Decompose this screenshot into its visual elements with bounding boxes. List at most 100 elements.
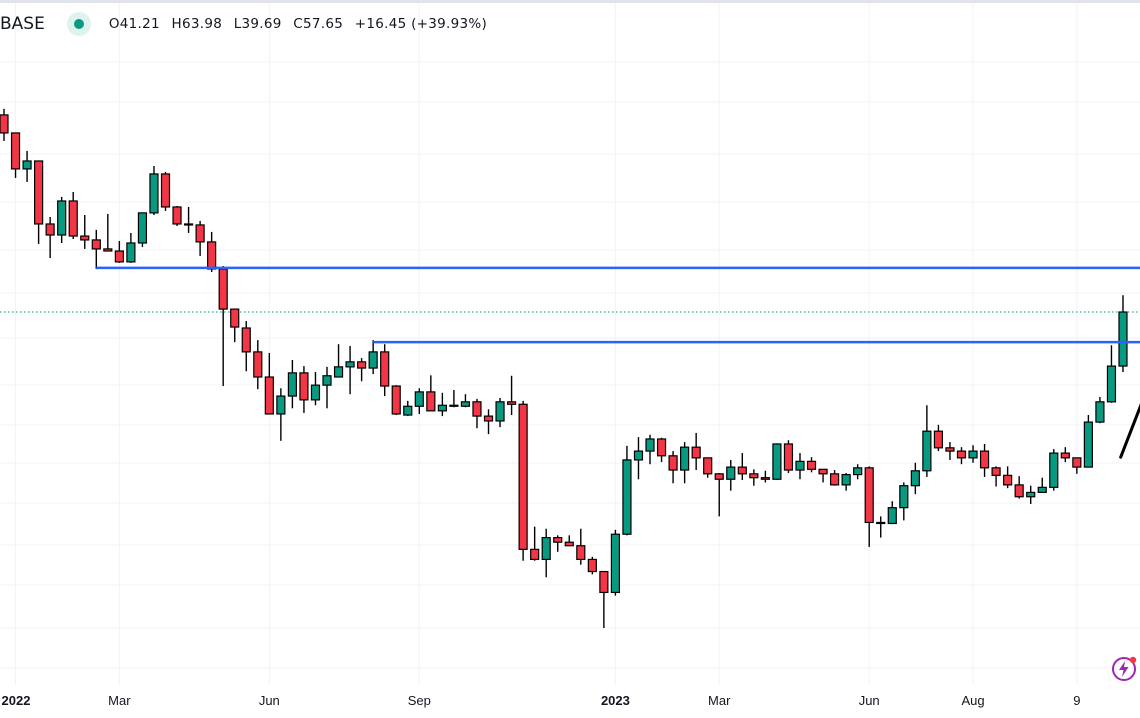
candle-down	[172, 206, 182, 225]
candle-down	[760, 477, 770, 480]
candle-down	[103, 248, 113, 252]
candle-down	[10, 132, 21, 170]
candle-up	[1049, 452, 1059, 488]
candle-down	[599, 570, 609, 594]
candle-down	[703, 457, 713, 475]
candle-down	[991, 467, 1001, 476]
candle-up	[368, 351, 378, 369]
candle-down	[241, 327, 251, 353]
candle-up	[495, 401, 505, 422]
candle-down	[553, 536, 563, 543]
symbol-legend: BASE O41.21 H63.98 L39.69 C57.65 +16.45 …	[0, 12, 494, 36]
candle-up	[310, 384, 321, 401]
candle-up	[1026, 491, 1036, 498]
candle-up	[1037, 486, 1047, 494]
candle-up	[968, 450, 978, 459]
symbol-name[interactable]: BASE	[0, 14, 45, 34]
candle-down	[564, 541, 574, 547]
top-border	[0, 0, 1140, 3]
candle-up	[899, 485, 909, 509]
candle-down	[506, 401, 517, 405]
candle-down	[668, 455, 678, 471]
candle-up	[622, 459, 632, 535]
lightning-bolt-icon[interactable]	[1110, 655, 1138, 683]
candle-down	[160, 173, 171, 208]
candle-up	[276, 395, 286, 415]
candle-up	[414, 391, 424, 407]
candle-down	[1072, 457, 1082, 468]
candle-down	[979, 450, 990, 469]
candle-down	[576, 545, 586, 561]
candle-down	[806, 460, 817, 470]
candle-up	[1083, 421, 1093, 468]
candle-down	[737, 466, 747, 475]
candle-down	[264, 376, 274, 415]
candle-down	[34, 160, 44, 225]
candle-up	[910, 470, 920, 487]
candle-down	[391, 385, 401, 415]
time-axis-label: Jun	[858, 693, 880, 708]
candle-up	[437, 404, 447, 412]
market-status-icon[interactable]	[66, 12, 91, 36]
candle-down	[530, 548, 540, 561]
candle-up	[333, 366, 344, 378]
candle-up	[287, 372, 297, 397]
candle-up	[645, 438, 655, 452]
candle-up	[680, 446, 690, 471]
candle-down	[45, 223, 55, 236]
candle-down	[829, 473, 840, 486]
candle-down	[656, 438, 667, 457]
candle-down	[587, 558, 597, 573]
candle-down	[472, 401, 482, 417]
candle-down	[749, 473, 759, 479]
candle-down	[68, 200, 78, 237]
candle-up	[403, 405, 413, 416]
candle-up	[57, 200, 67, 236]
candle-up	[460, 401, 471, 407]
candle-down	[1014, 484, 1024, 498]
candle-down	[933, 430, 944, 449]
candle-up	[841, 473, 851, 486]
candle-down	[230, 308, 240, 328]
time-axis-label: Mar	[108, 693, 131, 708]
close-value: C57.65	[293, 16, 344, 32]
candle-down	[1003, 474, 1013, 486]
candle-up	[853, 467, 863, 476]
candle-down	[253, 351, 263, 378]
candle-down	[483, 415, 494, 422]
time-axis-label: Sep	[407, 693, 431, 708]
candle-up	[126, 242, 136, 263]
candle-down	[1060, 452, 1070, 459]
candle-up	[541, 536, 551, 561]
time-axis-label: Mar	[708, 693, 731, 708]
candle-up	[795, 460, 805, 471]
time-axis-label: 2022	[1, 693, 31, 708]
candle-down	[91, 239, 101, 250]
low-value: L39.69	[233, 16, 282, 32]
candle-down	[380, 351, 390, 387]
candle-down	[714, 473, 724, 480]
candle-up	[772, 443, 782, 480]
candle-up	[887, 507, 897, 525]
candle-down	[426, 391, 436, 412]
candle-up	[322, 375, 332, 386]
candle-down	[956, 450, 967, 459]
candle-down	[218, 268, 228, 310]
candle-down	[183, 223, 194, 226]
time-axis-label: Jun	[258, 693, 280, 708]
candle-up	[633, 450, 644, 461]
candle-down	[876, 521, 886, 525]
candle-down	[0, 114, 9, 134]
candle-up	[345, 361, 355, 368]
ohlc-values: O41.21 H63.98 L39.69 C57.65 +16.45 (+39.…	[109, 16, 494, 32]
time-axis-label: Aug	[961, 693, 985, 708]
candle-up	[1118, 311, 1128, 367]
candle-up	[137, 212, 148, 244]
candle-up	[22, 160, 32, 170]
candle-down	[783, 443, 794, 471]
candle-up	[610, 533, 621, 594]
candle-up	[1106, 365, 1117, 403]
candle-down	[114, 250, 124, 263]
time-axis-label: 9	[1073, 693, 1081, 708]
